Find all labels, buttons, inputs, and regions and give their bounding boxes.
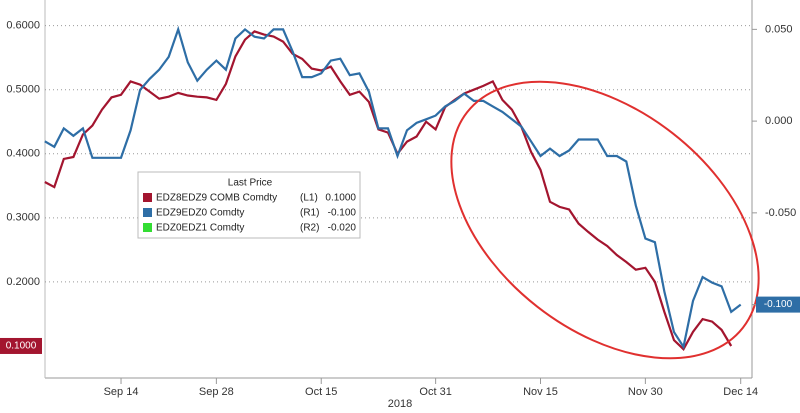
plot-area <box>44 25 752 351</box>
y-tick-label: 0.6000 <box>6 20 40 32</box>
legend-name: EDZ0EDZ1 Comdty <box>156 223 244 234</box>
x-tick-label: Oct 15 <box>305 386 337 398</box>
legend-tag: (R2) <box>300 223 319 234</box>
x-axis-label: 2018 <box>388 398 412 410</box>
legend-tag: (R1) <box>300 208 319 219</box>
legend-swatch <box>143 223 152 232</box>
series-line <box>44 30 733 351</box>
legend-last: 0.1000 <box>325 193 356 204</box>
legend: Last Price EDZ8EDZ9 COMB Comdty (L1) 0.100… <box>137 171 361 239</box>
y-tick-label: 0.5000 <box>6 84 40 96</box>
x-tick-label: Sep 14 <box>104 386 139 398</box>
legend-title: Last Price <box>228 178 273 189</box>
y-tick-label: 0.2000 <box>6 276 40 288</box>
series-line <box>44 25 742 350</box>
legend-swatch <box>143 193 152 202</box>
legend-swatch <box>143 208 152 217</box>
last-price-box <box>0 337 42 354</box>
y-tick-label: 0.4000 <box>6 148 40 160</box>
legend-last: -0.020 <box>328 223 357 234</box>
highlight-ellipse <box>450 80 760 360</box>
last-price-box <box>756 296 800 313</box>
x-tick-label: Dec 14 <box>723 386 758 398</box>
y2-tick-label: 0.000 <box>765 115 793 127</box>
y2-tick-label: -0.050 <box>765 207 796 219</box>
x-tick-label: Nov 30 <box>628 386 663 398</box>
x-tick-label: Sep 28 <box>199 386 234 398</box>
legend-tag: (L1) <box>300 193 318 204</box>
x-tick-label: Nov 15 <box>523 386 558 398</box>
legend-box <box>137 171 361 239</box>
legend-name: EDZ9EDZ0 Comdty <box>156 208 244 219</box>
y-tick-label: 0.3000 <box>6 212 40 224</box>
x-tick-label: Oct 31 <box>419 386 451 398</box>
legend-last: -0.100 <box>328 208 357 219</box>
last-price-label: 0.1000 <box>6 341 37 352</box>
last-price-label: -0.100 <box>764 299 793 310</box>
y2-tick-label: 0.050 <box>765 23 793 35</box>
legend-name: EDZ8EDZ9 COMB Comdty <box>156 193 277 204</box>
